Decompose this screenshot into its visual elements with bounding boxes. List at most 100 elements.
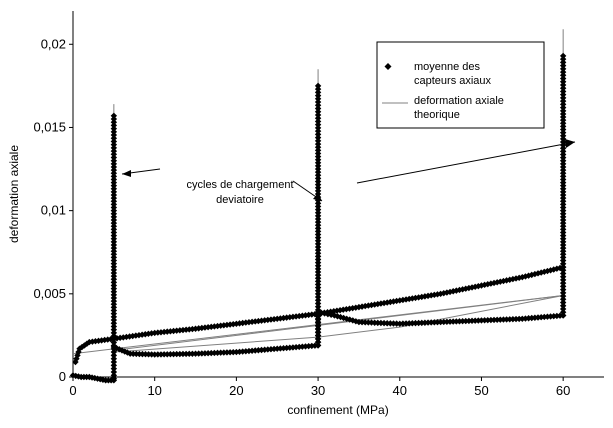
data-point [314,318,322,326]
data-point [110,125,118,132]
data-point [314,293,322,301]
data-point [553,265,561,272]
y-ticks: 0 0,005 0,01 0,015 0,02 [33,36,73,384]
data-point [559,309,567,316]
data-point [528,314,535,322]
x-tick-label: 10 [147,383,161,398]
data-point [314,297,322,304]
data-point [314,115,322,122]
data-point [314,325,322,332]
x-tick-label: 20 [229,383,243,398]
data-point [550,266,557,273]
data-point [110,135,118,142]
data-point [110,122,118,129]
data-point [559,296,567,303]
data-point [120,334,127,341]
data-point [110,128,118,136]
data-point [110,112,118,120]
data-point [110,144,118,152]
annotation: cycles de chargement deviatoire [121,139,576,206]
y-tick-label: 0 [59,369,66,384]
x-tick-label: 0 [69,383,76,398]
data-point [97,376,104,383]
y-axis-title: deformation axiale [7,145,21,243]
data-point [110,131,118,139]
data-point [314,98,322,106]
data-point [239,348,246,355]
data-point [314,124,322,132]
y-tick-label: 0,02 [41,36,66,51]
data-point [314,332,322,339]
data-point [314,89,322,96]
data-point [559,292,567,300]
y-tick-label: 0,015 [33,119,66,134]
data-point [559,299,567,306]
data-point [72,372,79,380]
data-point [110,355,118,362]
series-theoretical-line [113,294,564,353]
data-point [559,101,567,108]
data-point [559,85,567,92]
data-point [314,134,322,141]
series-average-sensors [69,52,567,384]
data-point [534,270,542,277]
data-point [110,352,118,359]
data-point [110,115,118,123]
arrow-to-60mpa [356,141,576,184]
data-point [314,127,322,135]
annotation-line-1: cycles de chargement [187,179,294,191]
data-point [559,283,567,290]
data-point [110,368,118,376]
data-point [559,68,567,76]
data-point [314,118,322,125]
y-tick-label: 0,005 [33,286,66,301]
data-point [559,81,567,89]
data-point [519,273,526,281]
data-point [148,330,155,337]
data-point [550,313,557,320]
data-point [559,62,567,69]
data-point [154,329,162,336]
data-point [314,303,322,310]
data-point [559,75,567,82]
data-point [110,358,118,366]
data-point [314,342,322,349]
data-point [559,97,567,105]
x-tick-label: 60 [556,383,570,398]
data-point [559,273,567,280]
annotation-line-2: deviatoire [216,194,264,206]
data-point [314,85,322,93]
legend-label-average-line-1: moyenne des capteurs axiaux [414,61,492,87]
data-point [314,322,322,329]
data-point [559,267,567,274]
data-point [559,91,567,98]
data-point [110,362,118,369]
data-point [110,377,118,384]
x-tick-label: 50 [474,383,488,398]
data-point [110,141,118,148]
x-tick-label: 30 [311,383,325,398]
data-point [559,78,567,85]
data-point [544,267,551,275]
data-point [110,138,118,145]
data-point [110,151,118,158]
annotation-arrows [121,139,576,202]
data-point [509,275,517,283]
data-point [110,119,118,126]
data-point [118,347,126,354]
data-point [559,52,567,60]
data-point [559,107,567,115]
data-point [314,105,322,112]
data-point [559,72,567,79]
data-point [176,350,184,358]
data-point [314,95,322,103]
data-point [110,157,118,164]
arrow-head-60mpa [565,139,575,148]
data-point [182,350,190,358]
y-tick-label: 0,01 [41,203,66,218]
data-point [233,320,240,327]
data-point [160,328,168,336]
data-point [559,279,567,287]
data-point [559,270,567,277]
